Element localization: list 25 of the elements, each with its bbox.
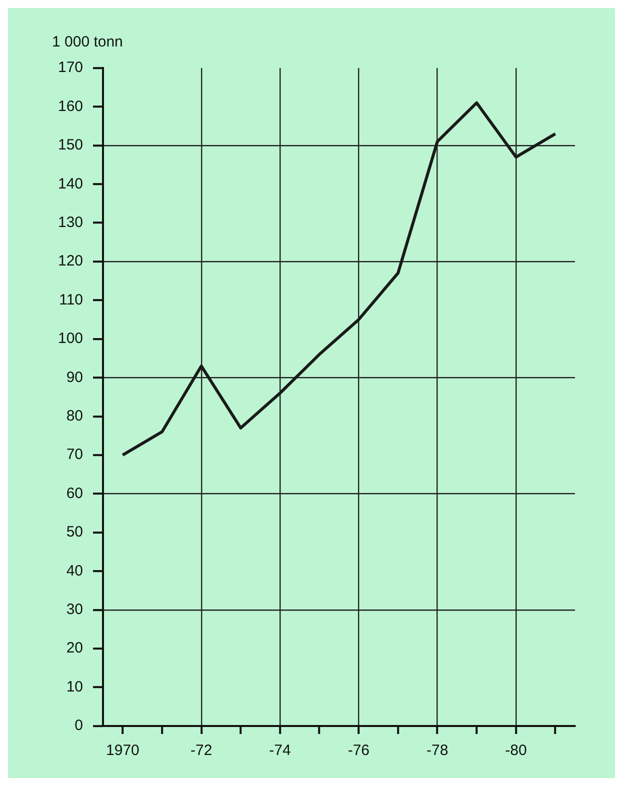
- y-tick-label: 60: [66, 484, 84, 502]
- y-tick-label: 100: [58, 330, 84, 348]
- y-tick-label: 0: [74, 717, 84, 734]
- y-tick-label: 50: [66, 524, 84, 541]
- y-tick-label: 110: [59, 291, 84, 308]
- y-tick-label: 140: [58, 175, 84, 192]
- y-tick-label: 170: [58, 59, 84, 76]
- y-tick-label: 70: [66, 446, 84, 464]
- y-tick-label: 130: [58, 214, 84, 231]
- x-tick-label: -78: [426, 742, 448, 760]
- y-tick-label: 80: [66, 407, 84, 424]
- y-tick-label: 120: [58, 252, 84, 270]
- x-tick-label: -80: [505, 742, 527, 760]
- x-tick-label: -72: [190, 742, 212, 760]
- y-tick-label: 40: [66, 562, 84, 580]
- y-tick-label: 30: [66, 601, 84, 618]
- x-tick-label: 1970: [106, 742, 140, 760]
- y-tick-label: 90: [66, 368, 84, 386]
- y-tick-label: 10: [66, 678, 84, 696]
- x-tick-label: -74: [269, 742, 291, 760]
- y-tick-label: 160: [58, 98, 84, 115]
- y-tick-label: 150: [58, 136, 84, 154]
- y-tick-label: 20: [66, 640, 84, 657]
- y-axis-title: 1 000 tonn: [52, 34, 123, 51]
- x-tick-label: -76: [348, 742, 370, 760]
